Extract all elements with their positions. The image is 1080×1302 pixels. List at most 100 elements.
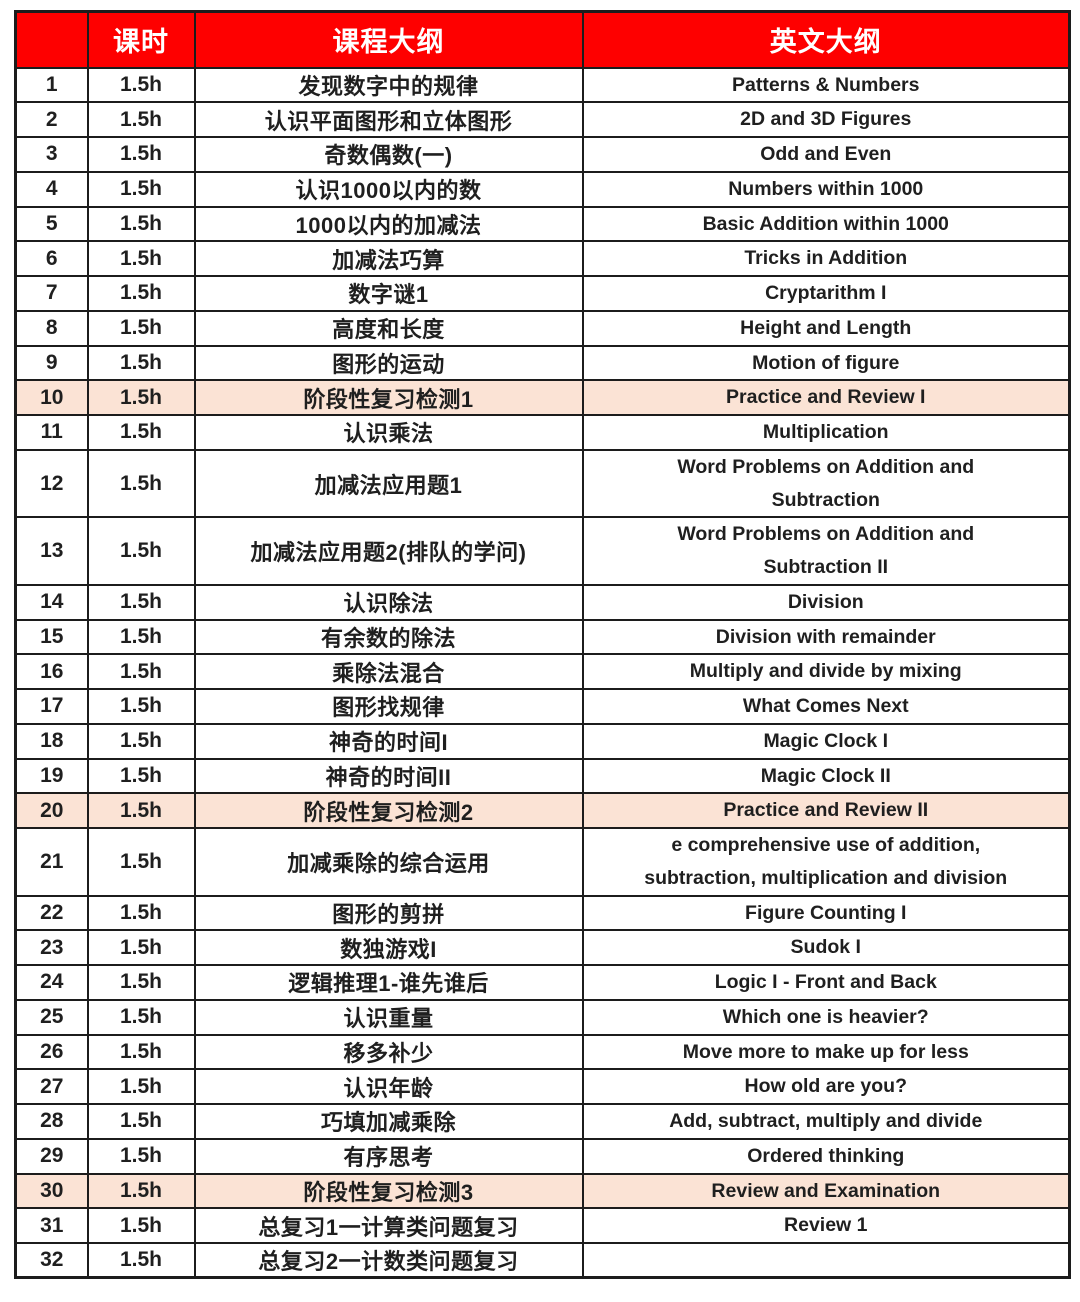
row-english: Tricks in Addition [581,240,1071,277]
row-outline: 乘除法混合 [193,653,584,690]
table-row: 18 1.5h 神奇的时间I Magic Clock I [14,722,1071,760]
row-outline: 阶段性复习检测3 [193,1172,584,1210]
row-number: 28 [14,1103,89,1140]
row-outline: 有余数的除法 [193,618,584,656]
row-number: 27 [14,1068,89,1105]
table-row: 30 1.5h 阶段性复习检测3 Review and Examination [14,1172,1071,1210]
row-outline: 总复习1一计算类问题复习 [193,1207,584,1244]
table-row: 17 1.5h 图形找规律 What Comes Next [14,688,1071,725]
row-number: 23 [14,929,89,966]
row-english: e comprehensive use of addition, subtrac… [581,827,1071,897]
row-hours: 1.5h [86,205,196,243]
row-outline: 认识乘法 [193,414,584,451]
table-row: 15 1.5h 有余数的除法 Division with remainder [14,618,1071,656]
row-hours: 1.5h [86,309,196,347]
table-row: 26 1.5h 移多补少 Move more to make up for le… [14,1033,1071,1071]
row-english: Add, subtract, multiply and divide [581,1103,1071,1140]
row-outline: 加减法巧算 [193,240,584,277]
row-outline: 高度和长度 [193,309,584,347]
table-row: 27 1.5h 认识年龄 How old are you? [14,1068,1071,1105]
row-english: Division with remainder [581,618,1071,656]
row-outline: 图形的运动 [193,344,584,382]
row-english: Word Problems on Addition and Subtractio… [581,516,1071,586]
row-outline: 图形找规律 [193,688,584,725]
row-english: Practice and Review II [581,792,1071,829]
row-english: Logic I - Front and Back [581,964,1071,1001]
row-hours: 1.5h [86,964,196,1001]
row-hours: 1.5h [86,240,196,277]
row-english: Multiply and divide by mixing [581,653,1071,690]
row-number: 4 [14,170,89,208]
row-english: How old are you? [581,1068,1071,1105]
row-number: 5 [14,205,89,243]
table-row: 8 1.5h 高度和长度 Height and Length [14,309,1071,347]
header-english: 英文大纲 [581,10,1071,69]
row-outline: 发现数字中的规律 [193,66,584,104]
table-row: 31 1.5h 总复习1一计算类问题复习 Review 1 [14,1207,1071,1244]
row-english: Word Problems on Addition and Subtractio… [581,448,1071,519]
row-hours: 1.5h [86,516,196,586]
row-english [581,1242,1071,1279]
row-outline: 数字谜1 [193,275,584,312]
row-english: Multiplication [581,414,1071,451]
course-outline-table: 课时 课程大纲 英文大纲 1 1.5h 发现数字中的规律 Patterns & … [14,10,1071,1279]
row-hours: 1.5h [86,1172,196,1210]
table-row: 19 1.5h 神奇的时间II Magic Clock II [14,757,1071,795]
row-number: 8 [14,309,89,347]
table-row: 3 1.5h 奇数偶数(一) Odd and Even [14,136,1071,173]
row-english: Odd and Even [581,136,1071,173]
row-english: Review and Examination [581,1172,1071,1210]
row-outline: 巧填加减乘除 [193,1103,584,1140]
row-hours: 1.5h [86,1033,196,1071]
row-hours: 1.5h [86,344,196,382]
row-outline: 逻辑推理1-谁先谁后 [193,964,584,1001]
table-row: 1 1.5h 发现数字中的规律 Patterns & Numbers [14,66,1071,104]
row-hours: 1.5h [86,1207,196,1244]
row-english: Numbers within 1000 [581,170,1071,208]
row-hours: 1.5h [86,1103,196,1140]
row-hours: 1.5h [86,1137,196,1175]
row-english: Practice and Review I [581,379,1071,416]
table-row: 4 1.5h 认识1000以内的数 Numbers within 1000 [14,170,1071,208]
header-hours: 课时 [86,10,196,69]
row-outline: 加减法应用题1 [193,448,584,519]
row-number: 3 [14,136,89,173]
row-hours: 1.5h [86,827,196,897]
row-english: Which one is heavier? [581,998,1071,1036]
row-english: Height and Length [581,309,1071,347]
header-outline: 课程大纲 [193,10,584,69]
row-hours: 1.5h [86,998,196,1036]
row-hours: 1.5h [86,448,196,519]
row-number: 2 [14,101,89,138]
row-english: What Comes Next [581,688,1071,725]
row-english: Patterns & Numbers [581,66,1071,104]
table-row: 28 1.5h 巧填加减乘除 Add, subtract, multiply a… [14,1103,1071,1140]
row-hours: 1.5h [86,722,196,760]
row-outline: 认识重量 [193,998,584,1036]
row-hours: 1.5h [86,1242,196,1279]
row-hours: 1.5h [86,757,196,795]
row-hours: 1.5h [86,101,196,138]
table-row: 12 1.5h 加减法应用题1 Word Problems on Additio… [14,448,1071,519]
header-row: 课时 课程大纲 英文大纲 [14,10,1071,69]
row-number: 9 [14,344,89,382]
row-number: 19 [14,757,89,795]
table-row: 25 1.5h 认识重量 Which one is heavier? [14,998,1071,1036]
row-outline: 神奇的时间I [193,722,584,760]
table-row: 32 1.5h 总复习2一计数类问题复习 [14,1242,1071,1279]
table-row: 6 1.5h 加减法巧算 Tricks in Addition [14,240,1071,277]
row-outline: 奇数偶数(一) [193,136,584,173]
row-hours: 1.5h [86,275,196,312]
row-english: Magic Clock I [581,722,1071,760]
row-number: 11 [14,414,89,451]
row-number: 20 [14,792,89,829]
table-row: 16 1.5h 乘除法混合 Multiply and divide by mix… [14,653,1071,690]
table-row: 14 1.5h 认识除法 Division [14,583,1071,621]
row-outline: 认识平面图形和立体图形 [193,101,584,138]
row-number: 26 [14,1033,89,1071]
row-number: 22 [14,894,89,932]
row-english: 2D and 3D Figures [581,101,1071,138]
table-row: 29 1.5h 有序思考 Ordered thinking [14,1137,1071,1175]
row-number: 29 [14,1137,89,1175]
